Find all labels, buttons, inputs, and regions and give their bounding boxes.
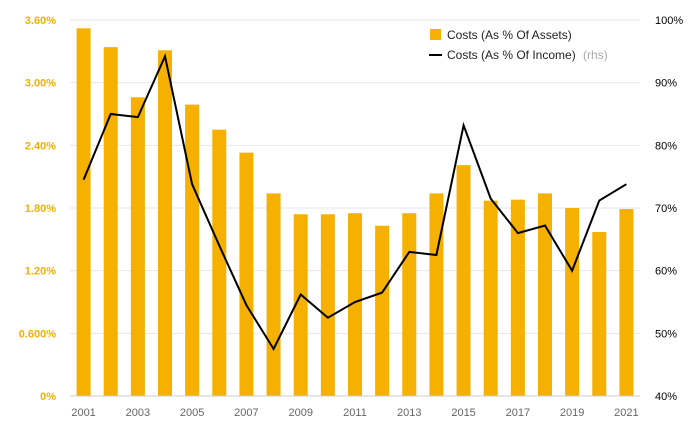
- x-tick-label: 2017: [506, 407, 530, 419]
- bar-2006: [212, 129, 227, 396]
- bar-2019: [565, 208, 580, 396]
- x-tick-label: 2009: [288, 407, 312, 419]
- legend-line-note: (rhs): [583, 48, 608, 62]
- bar-2014: [429, 193, 444, 396]
- left-tick-label: 3.60%: [25, 15, 56, 27]
- bar-2021: [619, 209, 634, 396]
- x-tick-label: 2007: [234, 407, 258, 419]
- bar-2013: [402, 213, 417, 396]
- left-axis: 0% 0.600% 1.20% 1.80% 2.40% 3.00% 3.60%: [19, 15, 57, 403]
- bar-2003: [130, 97, 145, 397]
- legend: Costs (As % Of Assets) Costs (As % Of In…: [429, 28, 608, 62]
- left-tick-label: 1.20%: [25, 266, 56, 278]
- bar-2012: [375, 225, 390, 396]
- bar-2005: [185, 104, 200, 396]
- left-tick-label: 0%: [40, 391, 56, 403]
- x-tick-label: 2003: [126, 407, 150, 419]
- left-tick-label: 2.40%: [25, 140, 56, 152]
- bar-2020: [592, 232, 607, 396]
- right-tick-label: 90%: [655, 78, 677, 90]
- legend-line-name: Costs (As % Of Income): [447, 48, 576, 62]
- bar-2017: [510, 199, 525, 396]
- right-tick-label: 100%: [655, 15, 683, 27]
- x-tick-label: 2019: [560, 407, 584, 419]
- bar-2011: [348, 213, 362, 396]
- bar-2004: [158, 50, 172, 397]
- legend-bar-swatch: [430, 29, 441, 40]
- bar-2018: [538, 193, 552, 396]
- line-series: [82, 53, 627, 352]
- right-tick-label: 70%: [655, 203, 677, 215]
- income-line: [82, 53, 627, 352]
- right-tick-label: 60%: [655, 266, 677, 278]
- x-axis: 2001 2003 2005 2007 2009 2011 2013 2015 2017 2019…: [70, 395, 640, 419]
- x-tick-label: 2013: [397, 407, 421, 419]
- x-tick-label: 2011: [343, 407, 367, 419]
- left-tick-label: 3.00%: [25, 78, 56, 90]
- legend-line-label: Costs (As % Of Income) (rhs): [447, 48, 608, 62]
- right-axis: 40% 50% 60% 70% 80% 90% 100%: [655, 15, 683, 403]
- bar-2016: [483, 200, 498, 396]
- bar-2002: [103, 47, 118, 397]
- right-tick-label: 40%: [655, 391, 677, 403]
- x-tick-label: 2015: [451, 407, 475, 419]
- x-tick-label: 2021: [614, 407, 638, 419]
- x-tick-label: 2005: [180, 407, 204, 419]
- left-tick-label: 0.600%: [19, 328, 57, 340]
- bar-2008: [266, 193, 281, 396]
- bar-2010: [320, 214, 335, 396]
- left-tick-label: 1.80%: [25, 203, 56, 215]
- bar-2007: [239, 152, 254, 396]
- bar-2009: [293, 214, 308, 396]
- bar-2015: [456, 165, 471, 396]
- bar-series: [76, 28, 634, 397]
- right-tick-label: 80%: [655, 140, 677, 152]
- legend-bar-label: Costs (As % Of Assets): [447, 28, 572, 42]
- right-tick-label: 50%: [655, 328, 677, 340]
- bar-2001: [76, 28, 91, 396]
- x-tick-label: 2001: [71, 407, 95, 419]
